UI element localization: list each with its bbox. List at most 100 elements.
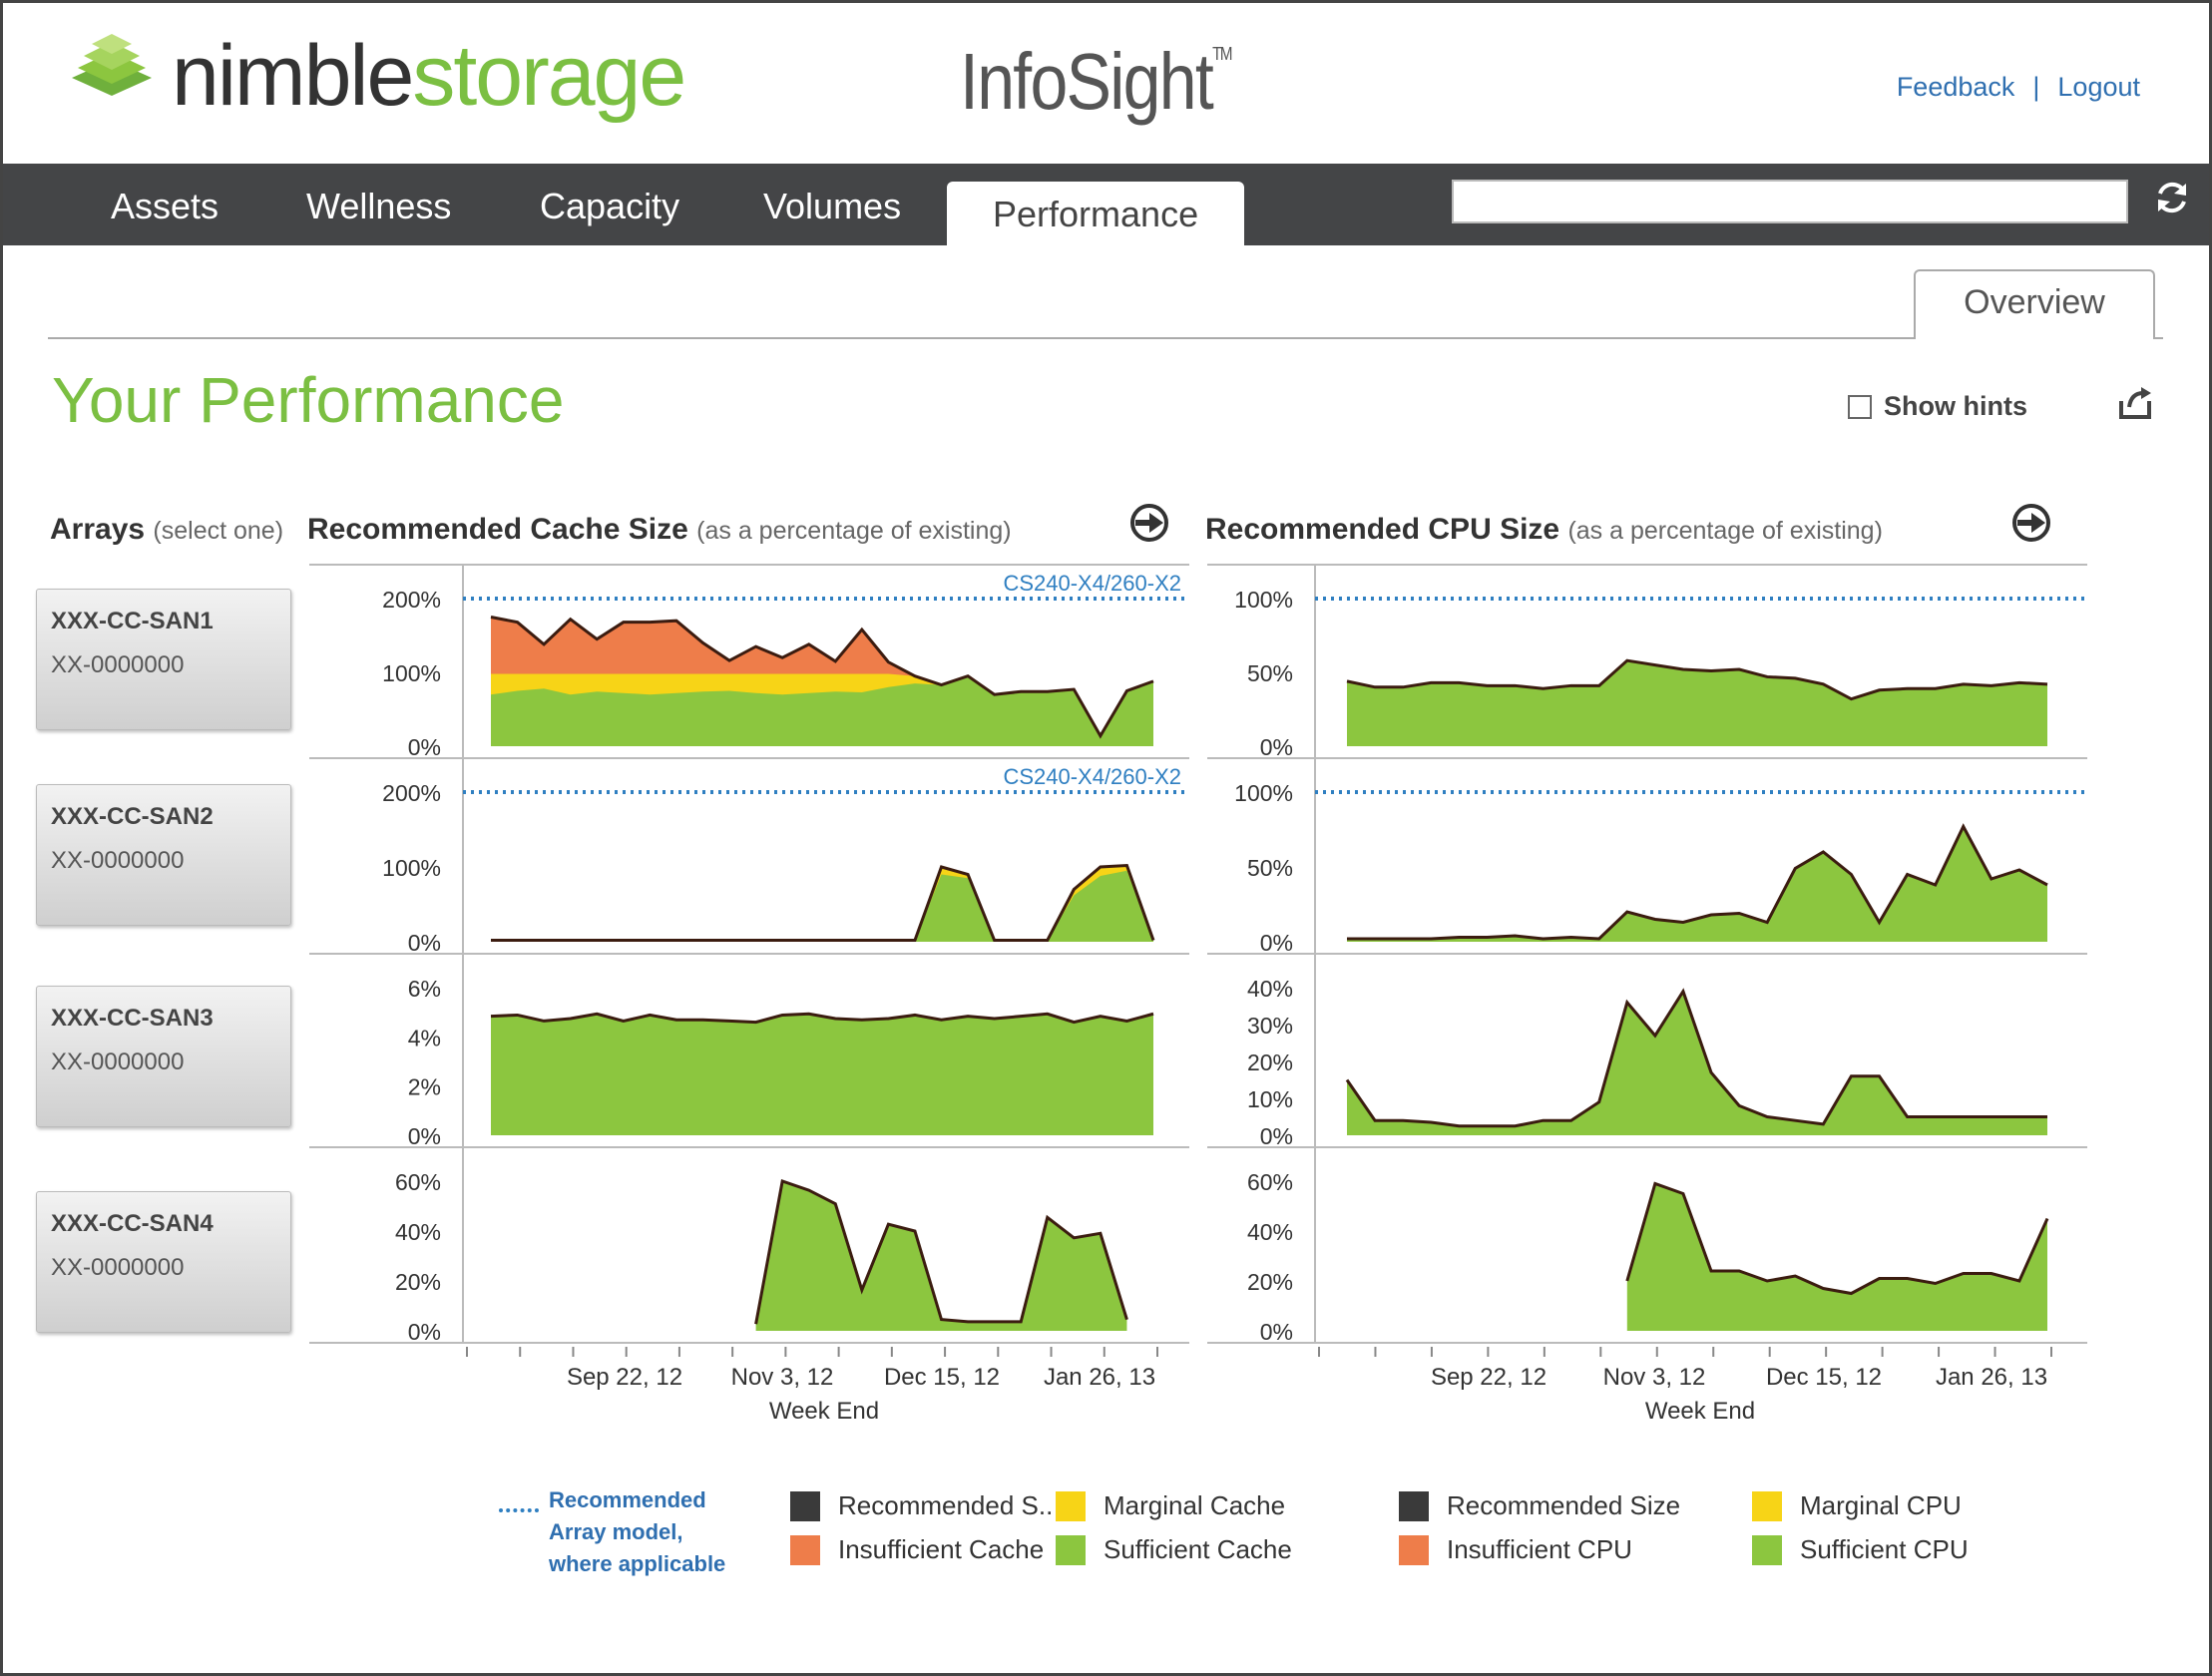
legend-label: Recommended S.. [838, 1490, 1054, 1520]
sufficient-area [491, 1014, 1153, 1135]
cpu-ytick-label: 50% [1247, 660, 1293, 686]
array-id: XX-0000000 [51, 1048, 185, 1075]
export-icon[interactable] [2117, 385, 2153, 421]
tab-performance[interactable]: Performance [947, 182, 1245, 245]
legend-label: Sufficient Cache [1104, 1534, 1292, 1564]
sufficient-area [1347, 660, 2047, 746]
cache-xtick-label: Dec 15, 12 [884, 1364, 1000, 1391]
cpu-ytick-label: 0% [1260, 734, 1293, 760]
refresh-icon[interactable] [2152, 178, 2192, 217]
legend-swatch [1752, 1490, 1782, 1521]
legend-item-recommended-cache: Recommended S.. [790, 1490, 1053, 1521]
cache-ytick-label: 4% [408, 1025, 441, 1050]
page-title: Your Performance [52, 364, 565, 436]
legend-note-line2: Array model, [549, 1519, 683, 1544]
legend-label: Marginal Cache [1104, 1490, 1286, 1520]
legend-item-sufficient-cache: Sufficient Cache [1056, 1534, 1292, 1565]
legend-label: Insufficient CPU [1447, 1534, 1632, 1564]
cache-ytick-label: 0% [408, 930, 441, 956]
cpu-ytick-label: 0% [1260, 1319, 1293, 1345]
tab-overview[interactable]: Overview [1914, 269, 2155, 339]
recommended-size-line [754, 1179, 1128, 1325]
cpu-ytick-label: 60% [1247, 1169, 1293, 1195]
cpu-next-arrow-icon[interactable] [2011, 503, 2051, 543]
recommended-size-line [1625, 1181, 2049, 1296]
recommended-size-line [491, 863, 1155, 942]
tab-assets[interactable]: Assets [111, 186, 220, 226]
recommended-size-line [1346, 658, 2048, 701]
tab-wellness[interactable]: Wellness [306, 186, 452, 226]
cpu-ytick-label: 100% [1234, 587, 1293, 613]
feedback-link[interactable]: Feedback [1896, 72, 2015, 102]
legend-swatch [1399, 1534, 1429, 1565]
tab-capacity[interactable]: Capacity [540, 186, 680, 226]
legend-swatch [790, 1534, 820, 1565]
array-name: XXX-CC-SAN4 [51, 1210, 214, 1237]
show-hints-label: Show hints [1884, 391, 2027, 421]
array-card-san1[interactable]: XXX-CC-SAN1 XX-0000000 [36, 589, 291, 730]
search-input[interactable] [1452, 180, 2128, 223]
legend-dotted-line [499, 1508, 539, 1580]
link-separator: | [2032, 72, 2040, 102]
array-card-san4[interactable]: XXX-CC-SAN4 XX-0000000 [36, 1191, 291, 1333]
cache-xtick-label: Sep 22, 12 [567, 1364, 682, 1391]
subtab-divider [48, 337, 2163, 339]
cpu-subtitle: (as a percentage of existing) [1567, 517, 1883, 545]
cache-next-arrow-icon[interactable] [1129, 503, 1169, 543]
cpu-ytick-label: 10% [1247, 1086, 1293, 1112]
cpu-ytick-label: 100% [1234, 780, 1293, 806]
cpu-ytick-label: 0% [1260, 930, 1293, 956]
trademark: TM [1212, 44, 1232, 64]
cache-ytick-label: 100% [382, 660, 441, 686]
sufficient-area [491, 675, 1153, 746]
array-id: XX-0000000 [51, 1254, 185, 1281]
recommended-size-line [490, 616, 1154, 739]
cpu-ytick-label: 50% [1247, 855, 1293, 881]
app-header: nimblestorage InfoSightTM Feedback | Logou… [0, 0, 2212, 164]
legend-swatch [1056, 1534, 1086, 1565]
array-id: XX-0000000 [51, 847, 185, 874]
legend-model-note: Recommended Array model, where applicabl… [499, 1484, 725, 1580]
cache-ytick-label: 0% [408, 1319, 441, 1345]
recommended-model-label: CS240-X4/260-X2 [1003, 764, 1181, 789]
array-id: XX-0000000 [51, 651, 185, 678]
arrays-subtitle: (select one) [153, 517, 284, 545]
show-hints-checkbox[interactable] [1848, 394, 1872, 419]
legend-label: Sufficient CPU [1800, 1534, 1969, 1564]
cache-ytick-label: 200% [382, 780, 441, 806]
array-card-san3[interactable]: XXX-CC-SAN3 XX-0000000 [36, 986, 291, 1127]
array-name: XXX-CC-SAN3 [51, 1005, 214, 1032]
cpu-xtick-label: Nov 3, 12 [1603, 1364, 1706, 1391]
logo-text-storage: storage [412, 28, 686, 124]
app-title-text: InfoSight [960, 37, 1214, 126]
recommended-size-line [1345, 988, 2047, 1128]
legend-swatch [1399, 1490, 1429, 1521]
cache-subtitle: (as a percentage of existing) [696, 517, 1012, 545]
cpu-ytick-label: 20% [1247, 1269, 1293, 1295]
nimble-logo: nimblestorage [66, 28, 686, 124]
recommended-model-label: CS240-X4/260-X2 [1003, 571, 1181, 596]
performance-charts: 200% 100% 0% CS240-X4/260-X2 200% 100% 0% CS240… [309, 564, 2087, 1425]
cache-ytick-label: 100% [382, 855, 441, 881]
legend-label: Recommended Size [1447, 1490, 1681, 1520]
tab-volumes[interactable]: Volumes [763, 186, 902, 226]
cache-ytick-label: 6% [408, 976, 441, 1002]
show-hints-toggle[interactable]: Show hints [1848, 391, 2027, 422]
logout-link[interactable]: Logout [2057, 72, 2140, 102]
cache-xtick-label: Jan 26, 13 [1044, 1364, 1155, 1391]
cache-ytick-label: 20% [395, 1269, 441, 1295]
arrays-title-text: Arrays [50, 513, 146, 546]
sufficient-area [1347, 991, 2047, 1135]
sufficient-area [491, 870, 1153, 942]
cpu-ytick-label: 40% [1247, 1219, 1293, 1245]
cache-panel-title: Recommended Cache Size (as a percentage … [307, 513, 1012, 547]
array-card-san2[interactable]: XXX-CC-SAN2 XX-0000000 [36, 784, 291, 926]
array-name: XXX-CC-SAN1 [51, 608, 214, 634]
recommended-size-line [490, 1012, 1154, 1025]
cache-ytick-label: 60% [395, 1169, 441, 1195]
cache-ytick-label: 0% [408, 734, 441, 760]
app-title: InfoSightTM [960, 36, 1233, 128]
array-name: XXX-CC-SAN2 [51, 803, 214, 830]
legend-note-line1: Recommended [549, 1487, 706, 1512]
